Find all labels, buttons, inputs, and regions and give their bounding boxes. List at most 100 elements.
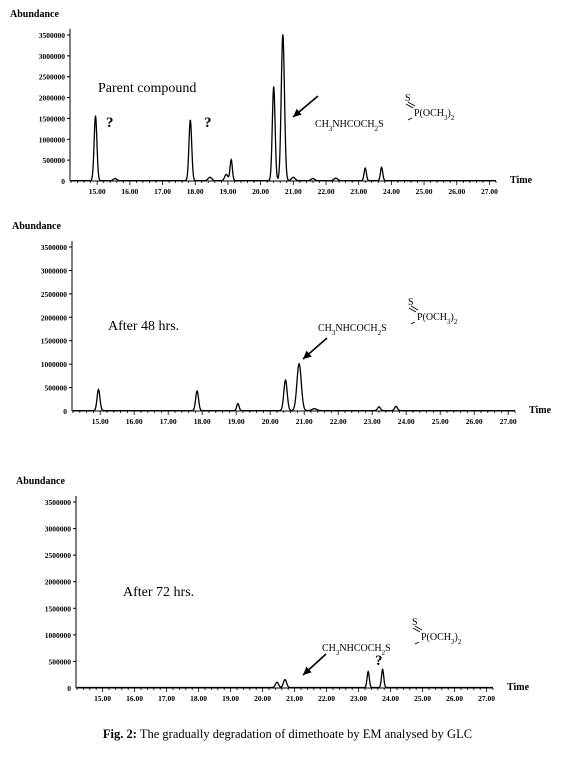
y-tick-label: 0 bbox=[63, 407, 67, 416]
x-tick-label: 15.00 bbox=[89, 187, 106, 196]
y-tick-label: 3500000 bbox=[39, 31, 66, 40]
formula-subscript: 2 bbox=[375, 125, 379, 133]
double-bond-line bbox=[412, 627, 421, 633]
x-tick-label: 18.00 bbox=[194, 417, 211, 426]
x-tick-label: 19.00 bbox=[222, 694, 239, 703]
formula-left: CH3NHCOCH2S bbox=[315, 119, 384, 133]
peak-point bbox=[395, 405, 397, 408]
y-axis-title: Abundance bbox=[16, 476, 65, 487]
x-tick-label: 23.00 bbox=[364, 417, 381, 426]
formula-part: S bbox=[385, 643, 391, 654]
formula-right: P(OCH3)2 bbox=[414, 108, 455, 122]
formula-part: NHCOCH bbox=[332, 119, 374, 130]
panel-annotation: After 72 hrs. bbox=[123, 585, 194, 600]
x-tick-label: 21.00 bbox=[285, 187, 302, 196]
peak-point bbox=[378, 406, 380, 408]
x-tick-label: 17.00 bbox=[154, 187, 171, 196]
peak-point bbox=[273, 86, 275, 88]
formula-part: S bbox=[381, 323, 387, 334]
peak-point bbox=[284, 379, 287, 381]
formula-part: NHCOCH bbox=[335, 323, 377, 334]
y-tick-label: 0 bbox=[67, 684, 71, 693]
x-tick-label: 27.00 bbox=[481, 187, 498, 196]
panel-annotation: Parent compound bbox=[98, 81, 196, 96]
x-tick-label: 18.00 bbox=[187, 187, 204, 196]
x-tick-label: 22.00 bbox=[330, 417, 347, 426]
arrow-head bbox=[293, 108, 302, 117]
x-tick-label: 26.00 bbox=[466, 417, 483, 426]
x-tick-label: 24.00 bbox=[382, 694, 399, 703]
question-mark: ? bbox=[375, 653, 383, 669]
formula-part: ) bbox=[451, 312, 454, 323]
peak-point bbox=[292, 176, 294, 178]
double-bond-line bbox=[408, 307, 417, 313]
peak-point bbox=[282, 34, 284, 36]
y-tick-label: 500000 bbox=[45, 384, 68, 393]
x-tick-label: 16.00 bbox=[126, 694, 143, 703]
chromatogram-panel-2: Abundance 0 500000 1000000 1500000 2000000 250… bbox=[12, 221, 552, 426]
y-tick-label: 3000000 bbox=[39, 52, 66, 61]
peak-point bbox=[114, 177, 116, 180]
x-axis-title: Time bbox=[510, 175, 533, 186]
formula-top: S bbox=[412, 617, 418, 628]
x-tick-label: 20.00 bbox=[262, 417, 279, 426]
formula-part: CH bbox=[315, 119, 329, 130]
formula-left: CH3NHCOCH2S bbox=[322, 643, 391, 657]
caption-text: The gradually degradation of dimethoate … bbox=[139, 727, 473, 741]
formula-part: S bbox=[378, 119, 384, 130]
x-tick-label: 21.00 bbox=[296, 417, 313, 426]
x-tick-label: 23.00 bbox=[350, 187, 367, 196]
formula-left: CH3NHCOCH2S bbox=[318, 323, 387, 337]
peak-point bbox=[237, 402, 239, 405]
x-tick-label: 24.00 bbox=[398, 417, 415, 426]
x-tick-label: 25.00 bbox=[414, 694, 431, 703]
y-axis-title: Abundance bbox=[10, 9, 59, 20]
single-bond-line bbox=[414, 641, 420, 645]
y-tick-label: 2500000 bbox=[45, 551, 72, 560]
y-tick-label: 2000000 bbox=[39, 94, 66, 103]
double-bond-line bbox=[407, 101, 416, 107]
formula-subscript: 3 bbox=[451, 638, 455, 646]
x-tick-label: 25.00 bbox=[432, 417, 449, 426]
x-tick-label: 20.00 bbox=[252, 187, 269, 196]
panel-annotation: After 48 hrs. bbox=[108, 319, 179, 334]
x-tick-label: 27.00 bbox=[500, 417, 517, 426]
x-axis-title: Time bbox=[507, 682, 530, 693]
peak-point bbox=[196, 390, 198, 392]
formula-subscript: 2 bbox=[451, 114, 455, 122]
y-tick-label: 3500000 bbox=[41, 243, 68, 252]
question-mark: ? bbox=[106, 115, 114, 131]
formula-part: CH bbox=[318, 323, 332, 334]
y-tick-label: 2000000 bbox=[45, 578, 72, 587]
chromatogram-panel-1: Abundance 0 500000 1000000 1500000 2000000 250… bbox=[10, 9, 533, 196]
peak-point bbox=[313, 408, 315, 410]
single-bond-line bbox=[410, 321, 416, 325]
x-tick-label: 26.00 bbox=[448, 187, 465, 196]
formula-subscript: 3 bbox=[336, 649, 340, 657]
peak-point bbox=[209, 176, 211, 178]
formula-part: ) bbox=[455, 632, 458, 643]
formula-part: P(OCH bbox=[414, 108, 444, 119]
arrow-head bbox=[303, 350, 312, 359]
chromatogram-trace bbox=[71, 34, 496, 182]
peak-point bbox=[276, 681, 278, 683]
y-tick-label: 2000000 bbox=[41, 313, 68, 322]
formula-subscript: 3 bbox=[444, 114, 448, 122]
x-tick-label: 15.00 bbox=[92, 417, 109, 426]
x-tick-label: 17.00 bbox=[160, 417, 177, 426]
caption-label: Fig. 2: bbox=[102, 727, 137, 741]
double-bond-line bbox=[414, 625, 423, 631]
formula-subscript: 3 bbox=[329, 125, 333, 133]
y-tick-label: 1000000 bbox=[39, 135, 66, 144]
formula-part: P(OCH bbox=[417, 312, 447, 323]
x-tick-label: 18.00 bbox=[190, 694, 207, 703]
x-tick-label: 22.00 bbox=[318, 187, 335, 196]
x-tick-label: 25.00 bbox=[416, 187, 433, 196]
formula-part: ) bbox=[448, 108, 451, 119]
y-tick-label: 1500000 bbox=[41, 337, 68, 346]
x-tick-label: 16.00 bbox=[126, 417, 143, 426]
y-tick-label: 2500000 bbox=[41, 290, 68, 299]
